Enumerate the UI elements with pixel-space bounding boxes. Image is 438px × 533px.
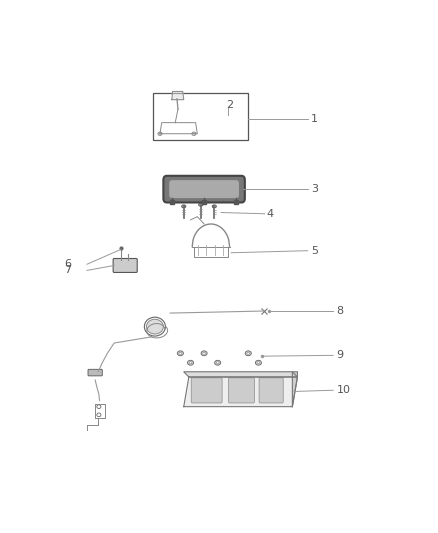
- Ellipse shape: [201, 351, 207, 356]
- Ellipse shape: [216, 362, 219, 364]
- Ellipse shape: [97, 413, 101, 417]
- Polygon shape: [172, 92, 184, 100]
- Text: 8: 8: [336, 306, 344, 316]
- Ellipse shape: [189, 362, 192, 364]
- Text: 3: 3: [311, 184, 318, 194]
- Ellipse shape: [146, 319, 163, 334]
- FancyBboxPatch shape: [191, 378, 222, 403]
- Text: 10: 10: [336, 385, 350, 395]
- Ellipse shape: [255, 360, 261, 365]
- Text: 5: 5: [311, 246, 318, 256]
- Text: 1: 1: [311, 115, 318, 124]
- Ellipse shape: [177, 351, 184, 356]
- Ellipse shape: [192, 132, 196, 135]
- FancyBboxPatch shape: [88, 369, 102, 376]
- Ellipse shape: [257, 362, 260, 364]
- FancyBboxPatch shape: [113, 259, 137, 272]
- Polygon shape: [293, 372, 297, 407]
- FancyBboxPatch shape: [259, 378, 283, 403]
- Text: 6: 6: [64, 259, 71, 269]
- Ellipse shape: [199, 203, 203, 206]
- Ellipse shape: [187, 360, 194, 365]
- Ellipse shape: [215, 360, 221, 365]
- Ellipse shape: [247, 352, 250, 354]
- Ellipse shape: [182, 205, 186, 208]
- Ellipse shape: [179, 352, 182, 354]
- Ellipse shape: [145, 317, 166, 336]
- Ellipse shape: [245, 351, 251, 356]
- Ellipse shape: [158, 132, 162, 135]
- Polygon shape: [184, 377, 297, 407]
- Text: 2: 2: [226, 100, 233, 110]
- Text: 9: 9: [336, 350, 344, 360]
- FancyBboxPatch shape: [170, 181, 238, 198]
- Polygon shape: [184, 372, 297, 377]
- Ellipse shape: [203, 352, 205, 354]
- Ellipse shape: [97, 405, 101, 408]
- Bar: [153, 93, 248, 140]
- Text: 7: 7: [64, 265, 71, 276]
- FancyBboxPatch shape: [229, 378, 254, 403]
- Ellipse shape: [212, 205, 216, 208]
- Text: 4: 4: [267, 209, 274, 219]
- FancyBboxPatch shape: [163, 176, 245, 203]
